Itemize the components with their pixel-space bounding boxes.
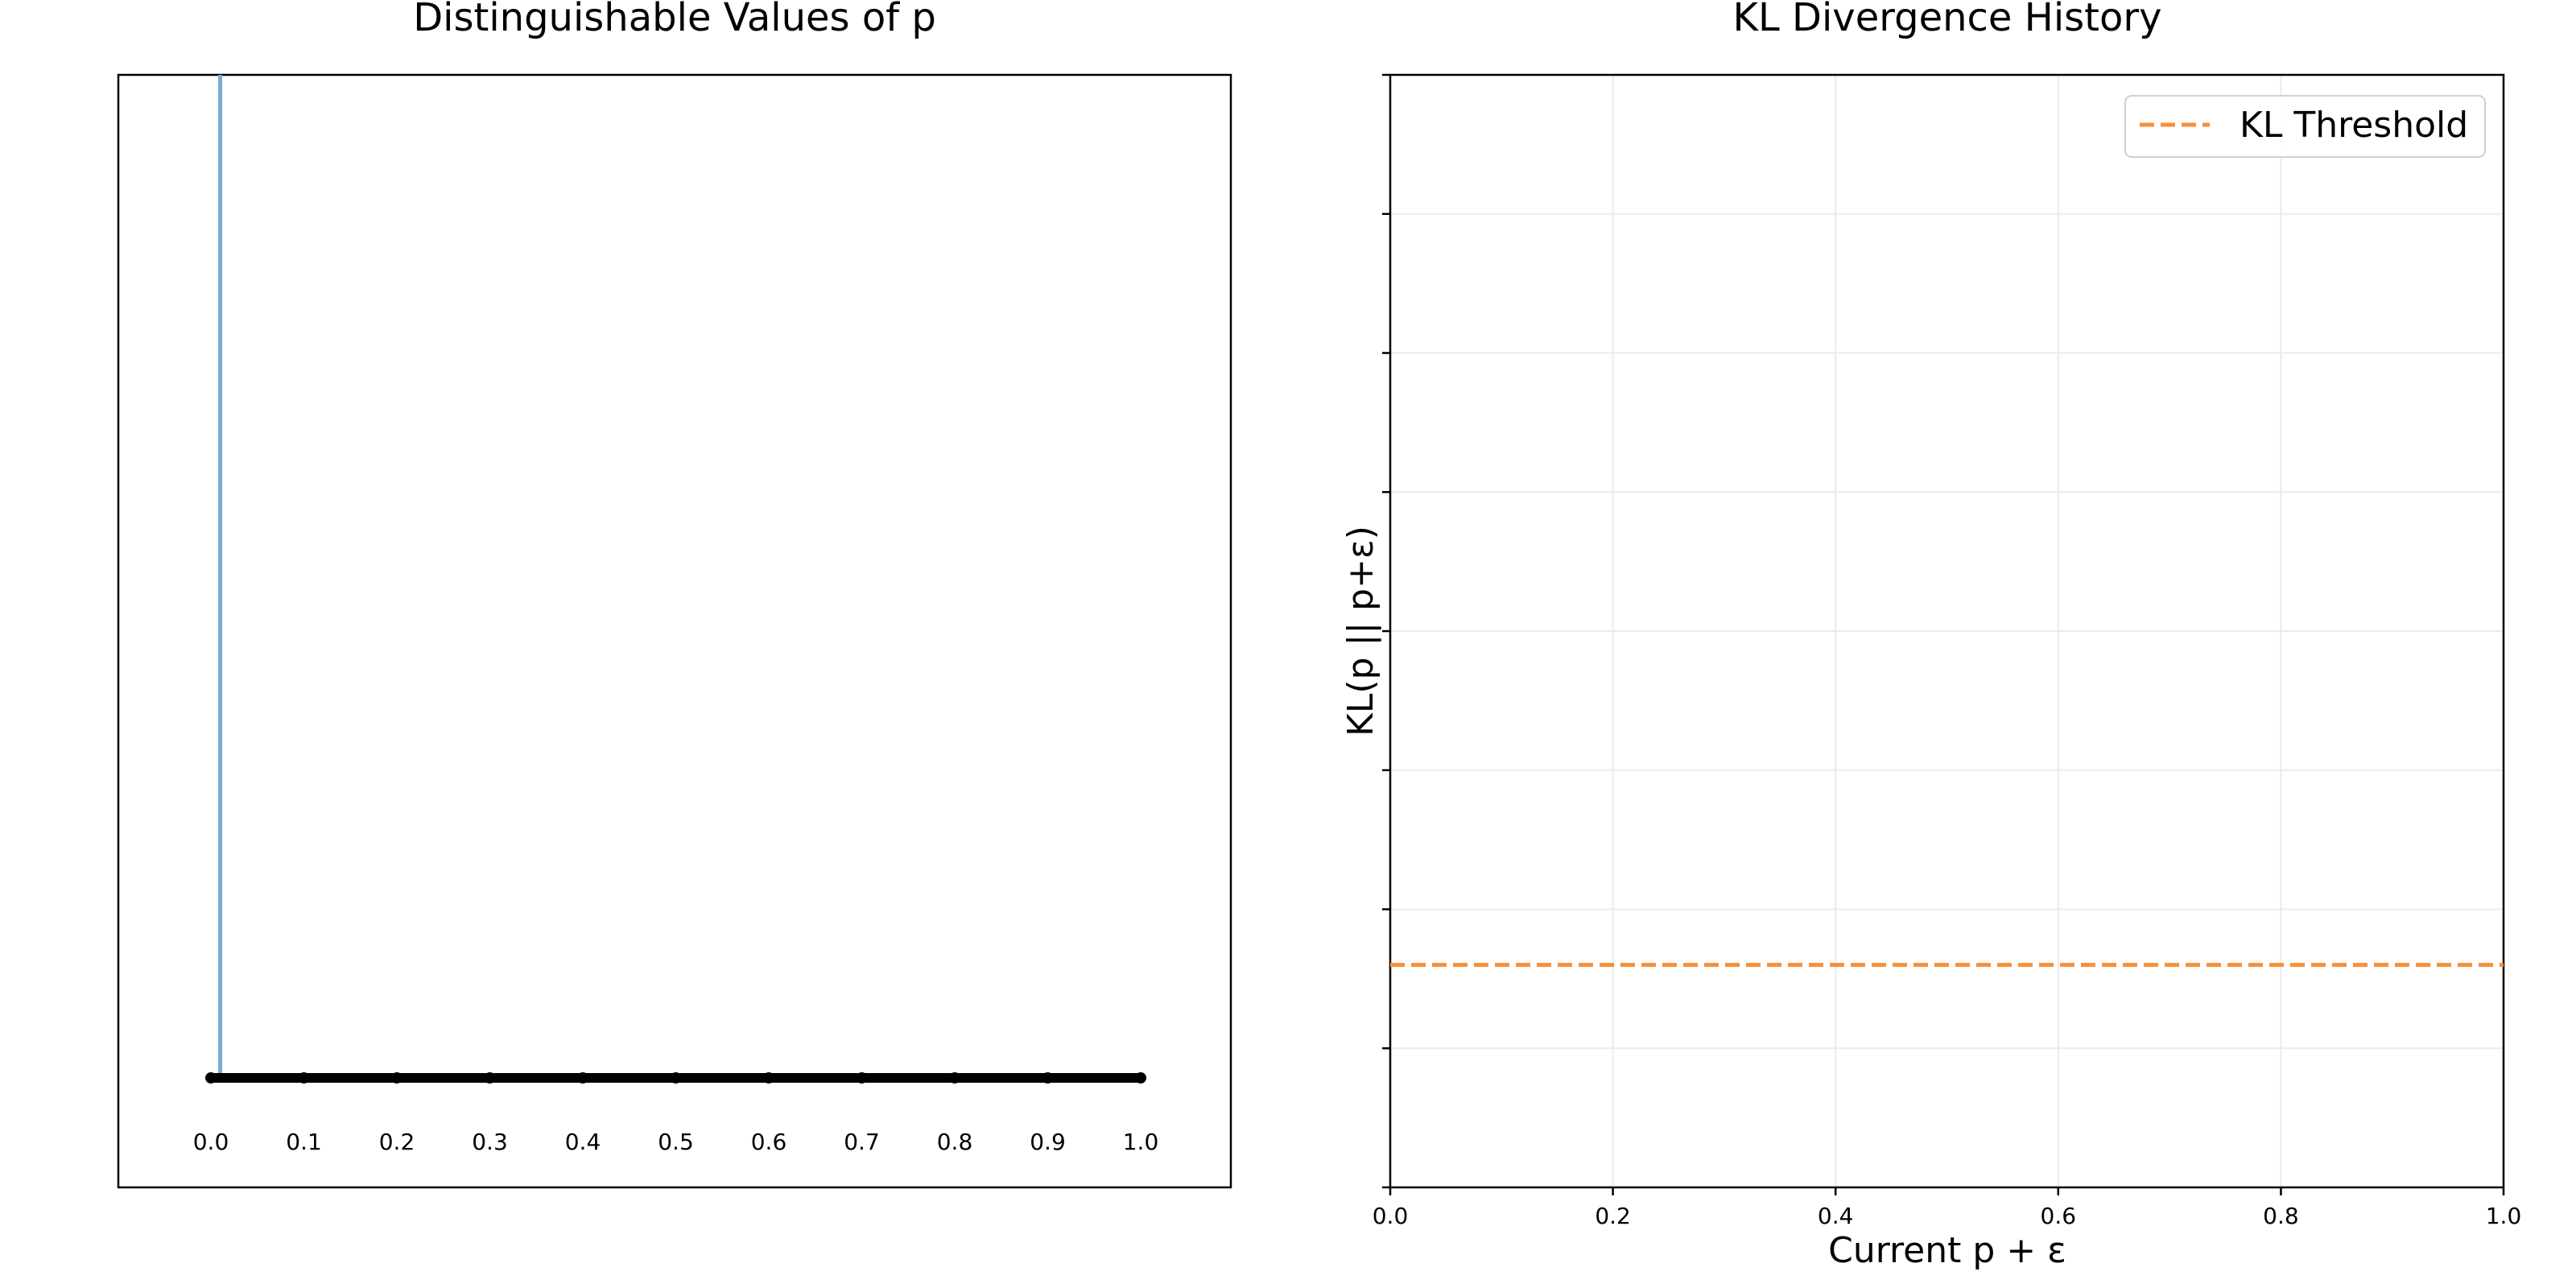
number-line-point — [949, 1072, 960, 1084]
right-chart-title: KL Divergence History — [1733, 0, 2162, 40]
x-tick-label: 0.4 — [1818, 1203, 1854, 1229]
number-line-point — [298, 1072, 310, 1084]
number-line-point — [391, 1072, 402, 1084]
x-axis-label: Current p + ε — [1828, 1230, 2066, 1271]
number-line-tick-label: 0.8 — [937, 1129, 973, 1155]
x-tick-label: 0.0 — [1373, 1203, 1409, 1229]
legend: KL Threshold — [2124, 95, 2486, 158]
number-line-tick-label: 0.0 — [193, 1129, 229, 1155]
left-plot-frame — [117, 73, 1232, 1189]
number-line-tick-label: 0.3 — [472, 1129, 508, 1155]
number-line-point — [1135, 1072, 1146, 1084]
number-line-point — [1042, 1072, 1054, 1084]
number-line-tick-label: 0.6 — [751, 1129, 787, 1155]
number-line-tick-label: 0.1 — [286, 1129, 322, 1155]
x-tick-label: 0.8 — [2263, 1203, 2299, 1229]
number-line-point — [205, 1072, 217, 1084]
number-line-point — [577, 1072, 588, 1084]
number-line-point — [484, 1072, 496, 1084]
x-tick-label: 0.2 — [1595, 1203, 1631, 1229]
number-line-point — [670, 1072, 682, 1084]
right-chart: KL Divergence History 0.0 0.2 0.4 0.6 0.8 1.0… — [1340, 0, 2521, 1271]
left-chart-title: Distinguishable Values of p — [413, 0, 936, 40]
right-chart-marks: 0.0 0.2 0.4 0.6 0.8 1.0 — [1373, 73, 2522, 1229]
number-line-point — [856, 1072, 868, 1084]
x-tick-label: 1.0 — [2486, 1203, 2522, 1229]
number-line-tick-label: 0.9 — [1030, 1129, 1066, 1155]
number-line-tick-label: 0.5 — [658, 1129, 694, 1155]
right-grid — [1389, 74, 2504, 1188]
number-line-tick-label: 0.4 — [565, 1129, 601, 1155]
number-line-tick-label: 0.2 — [379, 1129, 415, 1155]
number-line-tick-label: 0.7 — [844, 1129, 880, 1155]
y-axis-label: KL(p || p+ε) — [1340, 526, 1381, 737]
legend-label-kl-threshold: KL Threshold — [2240, 105, 2468, 146]
x-tick-label: 0.6 — [2041, 1203, 2077, 1229]
number-line-point — [763, 1072, 774, 1084]
legend-box — [2124, 95, 2486, 158]
number-line-tick-label: 1.0 — [1123, 1129, 1159, 1155]
left-chart-marks: 0.0 0.1 0.2 0.3 0.4 0.5 0.6 0.7 0.8 0.9 1.0 — [193, 75, 1159, 1155]
left-chart: Distinguishable Values of p 0.0 0.1 0.2 0.3… — [117, 0, 1232, 1189]
